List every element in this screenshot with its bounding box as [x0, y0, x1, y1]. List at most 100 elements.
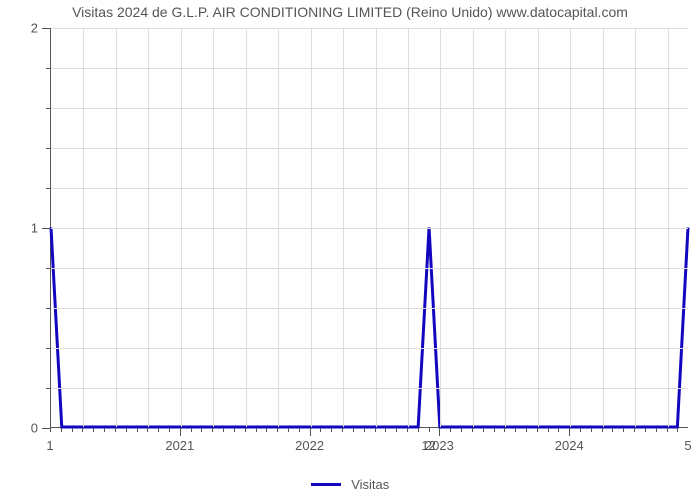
- gridline-v: [570, 28, 571, 427]
- x-tick-minor: [634, 428, 635, 432]
- x-tick-minor: [342, 428, 343, 432]
- gridline-v: [148, 28, 149, 427]
- legend: Visitas: [0, 476, 700, 494]
- gridline-v: [376, 28, 377, 427]
- y-tick-minor: [46, 348, 50, 349]
- x-tick-minor: [526, 428, 527, 432]
- x-tick-minor: [115, 428, 116, 432]
- gridline-h: [51, 68, 688, 69]
- gridline-h: [51, 268, 688, 269]
- gridline-h: [51, 348, 688, 349]
- gridline-v: [343, 28, 344, 427]
- x-tick-minor: [602, 428, 603, 432]
- x-tick-minor: [612, 428, 613, 432]
- x-tick-minor: [483, 428, 484, 432]
- data-value-label: 5: [684, 438, 691, 453]
- x-tick-minor: [385, 428, 386, 432]
- x-tick-minor: [375, 428, 376, 432]
- x-tick-label: 2021: [165, 438, 194, 453]
- x-tick-minor: [137, 428, 138, 432]
- y-tick-minor: [46, 268, 50, 269]
- x-tick-label: 2024: [555, 438, 584, 453]
- gridline-v: [246, 28, 247, 427]
- gridline-v: [408, 28, 409, 427]
- data-value-label: 12: [421, 438, 435, 453]
- gridline-v: [635, 28, 636, 427]
- gridline-v: [311, 28, 312, 427]
- gridline-v: [603, 28, 604, 427]
- x-tick-minor: [677, 428, 678, 432]
- data-value-label: 1: [46, 438, 53, 453]
- x-tick-minor: [201, 428, 202, 432]
- x-tick-minor: [364, 428, 365, 432]
- gridline-v: [181, 28, 182, 427]
- x-tick-minor: [331, 428, 332, 432]
- x-tick-minor: [494, 428, 495, 432]
- x-tick-minor: [50, 428, 51, 432]
- x-tick-minor: [256, 428, 257, 432]
- x-tick-minor: [558, 428, 559, 432]
- gridline-v: [440, 28, 441, 427]
- gridline-h: [51, 28, 688, 29]
- x-tick-minor: [320, 428, 321, 432]
- y-tick-major: [42, 428, 50, 429]
- x-tick-major: [439, 428, 440, 436]
- chart-title: Visitas 2024 de G.L.P. AIR CONDITIONING …: [0, 4, 700, 20]
- x-tick-label: 2022: [295, 438, 324, 453]
- y-tick-label: 1: [20, 221, 38, 236]
- x-tick-minor: [72, 428, 73, 432]
- x-tick-minor: [277, 428, 278, 432]
- x-tick-minor: [191, 428, 192, 432]
- x-tick-minor: [429, 428, 430, 432]
- y-tick-major: [42, 228, 50, 229]
- gridline-h: [51, 108, 688, 109]
- x-tick-minor: [158, 428, 159, 432]
- x-tick-minor: [418, 428, 419, 432]
- y-tick-minor: [46, 388, 50, 389]
- x-tick-major: [569, 428, 570, 436]
- x-tick-minor: [288, 428, 289, 432]
- x-tick-minor: [461, 428, 462, 432]
- x-tick-minor: [299, 428, 300, 432]
- gridline-v: [473, 28, 474, 427]
- x-tick-minor: [104, 428, 105, 432]
- y-tick-minor: [46, 68, 50, 69]
- x-tick-minor: [169, 428, 170, 432]
- gridline-v: [538, 28, 539, 427]
- legend-swatch: [311, 483, 341, 486]
- x-tick-minor: [407, 428, 408, 432]
- gridline-v: [213, 28, 214, 427]
- y-tick-major: [42, 28, 50, 29]
- x-tick-minor: [645, 428, 646, 432]
- x-tick-minor: [126, 428, 127, 432]
- x-tick-minor: [515, 428, 516, 432]
- x-tick-minor: [61, 428, 62, 432]
- x-tick-minor: [396, 428, 397, 432]
- x-tick-minor: [580, 428, 581, 432]
- x-tick-minor: [223, 428, 224, 432]
- x-tick-minor: [591, 428, 592, 432]
- x-tick-minor: [623, 428, 624, 432]
- x-tick-minor: [234, 428, 235, 432]
- gridline-v: [278, 28, 279, 427]
- y-tick-label: 2: [20, 21, 38, 36]
- x-tick-minor: [82, 428, 83, 432]
- x-tick-minor: [212, 428, 213, 432]
- x-tick-minor: [472, 428, 473, 432]
- x-tick-minor: [667, 428, 668, 432]
- x-tick-minor: [93, 428, 94, 432]
- x-tick-minor: [147, 428, 148, 432]
- gridline-h: [51, 148, 688, 149]
- y-tick-minor: [46, 148, 50, 149]
- y-tick-minor: [46, 108, 50, 109]
- gridline-v: [505, 28, 506, 427]
- gridline-h: [51, 188, 688, 189]
- x-tick-minor: [548, 428, 549, 432]
- plot-area: [50, 28, 688, 428]
- gridline-h: [51, 308, 688, 309]
- x-tick-minor: [537, 428, 538, 432]
- gridline-v: [83, 28, 84, 427]
- y-tick-minor: [46, 308, 50, 309]
- x-tick-minor: [656, 428, 657, 432]
- x-tick-minor: [266, 428, 267, 432]
